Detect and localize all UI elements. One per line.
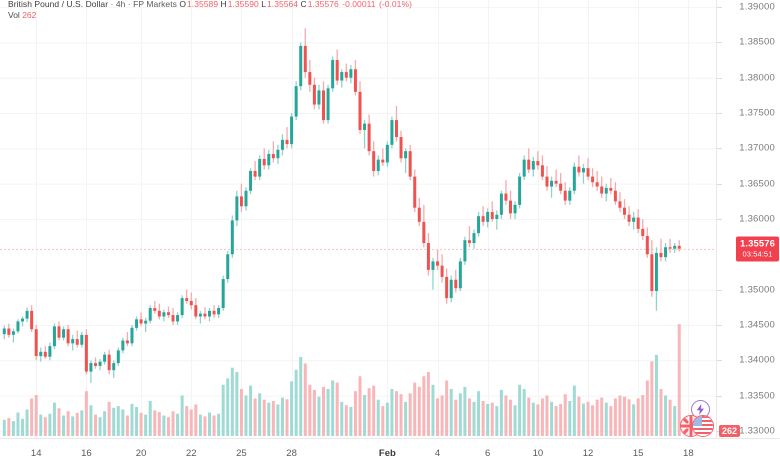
legend-low-value: 1.35564 <box>267 0 299 9</box>
price-tick-label: 1.34500 <box>739 319 775 331</box>
time-tick-label: 20 <box>135 448 147 459</box>
time-tick-label: 4 <box>434 448 441 459</box>
chart-corner-icons <box>680 400 722 440</box>
current-price-badge[interactable]: 1.35576 03:54:51 <box>735 236 779 262</box>
price-tick-label: 1.35000 <box>739 284 775 296</box>
legend-change-percent: (-0.01%) <box>378 0 412 9</box>
price-tick-label: 1.36500 <box>739 178 775 190</box>
price-tick-label: 1.38500 <box>739 36 775 48</box>
price-tick-mark <box>717 183 722 185</box>
price-tick-mark <box>717 7 722 9</box>
price-tick-mark <box>717 219 722 220</box>
price-tick-label: 1.37500 <box>739 107 775 119</box>
legend-interval[interactable]: 4h <box>115 0 126 9</box>
price-tick-label: 1.39000 <box>739 1 775 13</box>
current-price-value: 1.35576 <box>739 238 775 250</box>
legend-close-value: 1.35576 <box>307 0 339 9</box>
us-flag-icon[interactable] <box>692 415 714 437</box>
price-tick-label: 1.37000 <box>739 142 775 154</box>
time-tick-label: 25 <box>236 448 247 459</box>
volume-legend[interactable]: Vol 262 <box>8 10 36 21</box>
price-tick-mark <box>717 324 722 326</box>
legend-sep-1: · <box>110 0 114 9</box>
time-tick-label: 28 <box>286 448 297 459</box>
legend-symbol[interactable]: British Pound / U.S. Dollar <box>8 0 109 9</box>
volume-value-badge: 262 <box>719 424 741 437</box>
legend-open-value: 1.35589 <box>187 0 219 9</box>
price-tick-label: 1.33500 <box>739 390 775 402</box>
price-tick-mark <box>717 148 722 150</box>
legend-high-value: 1.35590 <box>227 0 259 9</box>
time-tick-label: 14 <box>30 448 42 459</box>
price-tick-label: 1.38000 <box>739 72 775 84</box>
legend-low-label: L <box>261 0 266 9</box>
time-tick-label: 15 <box>632 448 644 459</box>
legend-source[interactable]: FP Markets <box>133 0 177 9</box>
time-tick-label: 12 <box>582 448 594 459</box>
bar-countdown: 03:54:51 <box>742 249 773 259</box>
time-tick-label: 16 <box>81 448 92 459</box>
chart-legend[interactable]: British Pound / U.S. Dollar · 4h · FP Ma… <box>8 0 412 9</box>
price-tick-label: 1.33000 <box>739 425 775 437</box>
price-axis[interactable]: 1.35576 03:54:51 262 1.39000 1.38500 1.380… <box>716 0 780 438</box>
price-tick-label: 1.34000 <box>739 354 775 366</box>
candlestick-series <box>2 28 681 436</box>
price-tick-label: 1.36000 <box>739 213 775 225</box>
legend-close-label: C <box>300 0 307 9</box>
time-tick-label: Feb <box>378 448 396 459</box>
price-tick-mark <box>717 77 722 79</box>
time-tick-label: 18 <box>683 448 694 459</box>
currency-flag-pair <box>680 415 720 437</box>
price-tick-mark <box>717 113 722 115</box>
chart-plot-area[interactable] <box>0 0 716 438</box>
time-tick-label: 22 <box>185 448 197 459</box>
price-tick-mark <box>717 360 722 362</box>
time-axis[interactable]: 14 16 20 22 25 28 Feb 4 6 10 12 15 18 <box>0 438 780 471</box>
legend-sep-2: · <box>127 0 131 9</box>
volume-legend-label: Vol <box>8 10 20 20</box>
price-tick-mark <box>717 42 722 44</box>
legend-change: -0.00011 <box>342 0 376 9</box>
legend-high-label: H <box>220 0 227 9</box>
time-tick-label: 10 <box>532 448 544 459</box>
price-tick-mark <box>717 289 722 291</box>
time-tick-label: 6 <box>485 448 491 459</box>
price-tick-mark <box>717 395 722 397</box>
volume-legend-value: 262 <box>22 10 37 20</box>
legend-open-label: O <box>179 0 187 9</box>
